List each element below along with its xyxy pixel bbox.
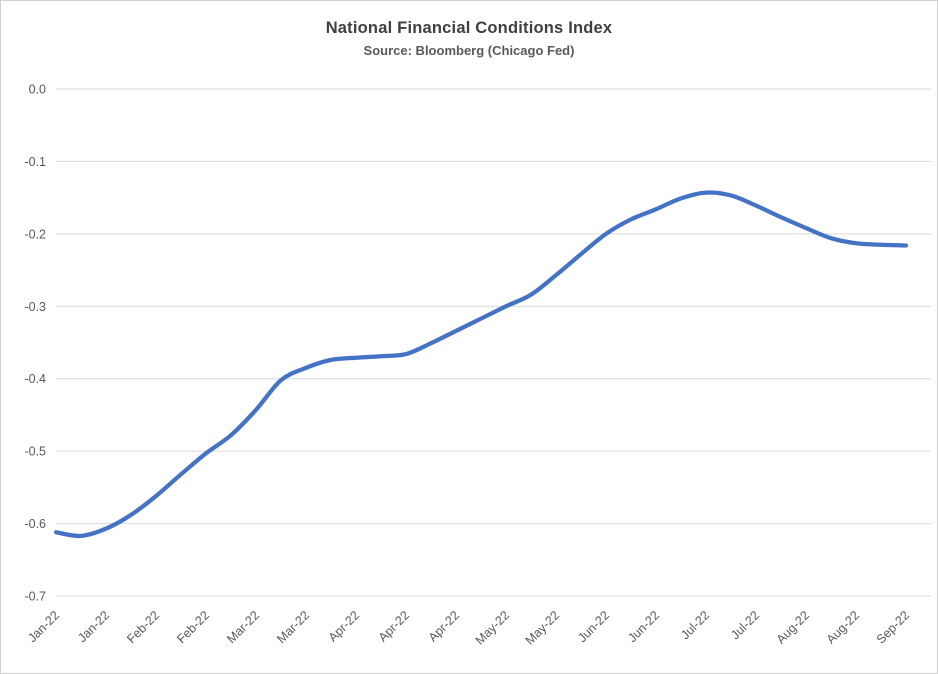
x-axis-tick-label: Apr-22 xyxy=(326,608,362,644)
x-axis-tick-label: Mar-22 xyxy=(274,608,312,646)
nfci-series-line xyxy=(53,190,909,539)
y-axis-tick-label: -0.1 xyxy=(24,155,46,169)
x-axis-tick-label: Sep-22 xyxy=(874,608,912,646)
x-axis-tick-label: Mar-22 xyxy=(224,608,262,646)
y-axis-tick-label: -0.5 xyxy=(24,445,46,459)
x-axis-tick-label: Jan-22 xyxy=(75,608,112,645)
y-axis-tick-label: -0.2 xyxy=(24,227,46,241)
chart-title: National Financial Conditions Index xyxy=(325,19,613,37)
y-axis-tick-label: 0.0 xyxy=(29,83,46,97)
x-axis-tick-label: Jun-22 xyxy=(575,608,612,645)
x-axis-tick-label: Feb-22 xyxy=(174,608,212,646)
chart-subtitle: Source: Bloomberg (Chicago Fed) xyxy=(363,43,575,58)
x-axis-tick-label: Aug-22 xyxy=(824,608,862,646)
x-axis-tick-label: Apr-22 xyxy=(376,608,412,644)
x-axis-tick-label: Jul-22 xyxy=(728,608,762,642)
y-axis-tick-label: -0.6 xyxy=(24,517,46,531)
x-axis-tick-label: Aug-22 xyxy=(774,608,812,646)
y-axis-tick-label: -0.4 xyxy=(24,372,46,386)
x-axis-tick-label: May-22 xyxy=(523,608,562,647)
x-axis-tick-label: Feb-22 xyxy=(124,608,162,646)
x-axis-tick-label: Jan-22 xyxy=(25,608,62,645)
y-axis-tick-label: -0.7 xyxy=(24,590,46,604)
y-axis-tick-label: -0.3 xyxy=(24,300,46,314)
x-axis-tick-label: Jun-22 xyxy=(625,608,662,645)
x-axis-tick-label: May-22 xyxy=(473,608,512,647)
x-axis-tick-label: Jul-22 xyxy=(678,608,712,642)
x-axis-tick-label: Apr-22 xyxy=(426,608,462,644)
